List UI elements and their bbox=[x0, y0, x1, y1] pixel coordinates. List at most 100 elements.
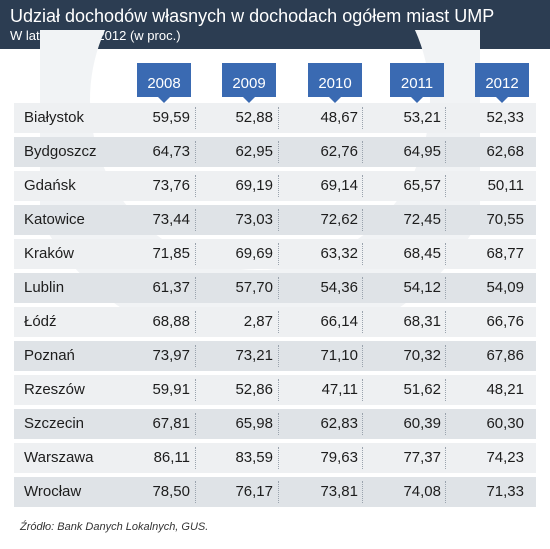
value-cell: 59,91 bbox=[152, 381, 190, 398]
column-separator bbox=[278, 243, 279, 265]
table-row: Lublin 61,37 57,70 54,36 54,12 54,09 bbox=[14, 273, 536, 303]
column-separator bbox=[362, 481, 363, 503]
value-cell: 2,87 bbox=[243, 313, 273, 330]
value-cell: 54,12 bbox=[403, 279, 441, 296]
column-separator bbox=[445, 277, 446, 299]
table-row: Łódź 68,88 2,87 66,14 68,31 66,76 bbox=[14, 307, 536, 337]
column-separator bbox=[445, 209, 446, 231]
column-separator bbox=[195, 175, 196, 197]
column-separator bbox=[278, 277, 279, 299]
data-table: Białystok 59,59 52,88 48,67 53,21 52,33 Bydgos… bbox=[14, 103, 536, 511]
value-cell: 48,21 bbox=[486, 381, 524, 398]
city-label: Łódź bbox=[24, 313, 57, 330]
value-cell: 47,11 bbox=[321, 381, 358, 398]
column-separator bbox=[278, 481, 279, 503]
value-cell: 60,30 bbox=[486, 415, 524, 432]
table-row: Szczecin 67,81 65,98 62,83 60,39 60,30 bbox=[14, 409, 536, 439]
city-label: Warszawa bbox=[24, 449, 94, 466]
column-separator bbox=[445, 345, 446, 367]
column-separator bbox=[445, 107, 446, 129]
column-separator bbox=[278, 413, 279, 435]
value-cell: 54,09 bbox=[486, 279, 524, 296]
table-row: Białystok 59,59 52,88 48,67 53,21 52,33 bbox=[14, 103, 536, 133]
column-separator bbox=[445, 141, 446, 163]
value-cell: 70,55 bbox=[486, 211, 524, 228]
column-separator bbox=[195, 481, 196, 503]
value-cell: 73,03 bbox=[235, 211, 273, 228]
value-cell: 67,81 bbox=[152, 415, 190, 432]
value-cell: 64,95 bbox=[403, 143, 441, 160]
column-separator bbox=[362, 311, 363, 333]
value-cell: 50,11 bbox=[487, 177, 524, 194]
city-label: Gdańsk bbox=[24, 177, 76, 194]
table-row: Poznań 73,97 73,21 71,10 70,32 67,86 bbox=[14, 341, 536, 371]
value-cell: 73,76 bbox=[152, 177, 190, 194]
value-cell: 72,45 bbox=[403, 211, 441, 228]
value-cell: 79,63 bbox=[320, 449, 358, 466]
column-separator bbox=[362, 107, 363, 129]
table-row: Warszawa 86,11 83,59 79,63 77,37 74,23 bbox=[14, 443, 536, 473]
table-row: Bydgoszcz 64,73 62,95 62,76 64,95 62,68 bbox=[14, 137, 536, 167]
city-label: Rzeszów bbox=[24, 381, 85, 398]
column-separator bbox=[195, 413, 196, 435]
column-separator bbox=[445, 481, 446, 503]
value-cell: 73,81 bbox=[320, 483, 358, 500]
column-separator bbox=[445, 175, 446, 197]
value-cell: 69,14 bbox=[320, 177, 358, 194]
column-separator bbox=[278, 379, 279, 401]
column-separator bbox=[195, 379, 196, 401]
value-cell: 68,45 bbox=[403, 245, 441, 262]
value-cell: 72,62 bbox=[320, 211, 358, 228]
value-cell: 62,76 bbox=[320, 143, 358, 160]
value-cell: 83,59 bbox=[235, 449, 273, 466]
column-separator bbox=[195, 243, 196, 265]
chart-title: Udział dochodów własnych w dochodach ogó… bbox=[10, 6, 495, 26]
value-cell: 71,33 bbox=[486, 483, 524, 500]
value-cell: 52,33 bbox=[486, 109, 524, 126]
value-cell: 57,70 bbox=[235, 279, 273, 296]
column-separator bbox=[445, 447, 446, 469]
column-separator bbox=[362, 345, 363, 367]
value-cell: 53,21 bbox=[403, 109, 441, 126]
value-cell: 65,98 bbox=[235, 415, 273, 432]
column-separator bbox=[195, 141, 196, 163]
source-note: Źródło: Bank Danych Lokalnych, GUS. bbox=[20, 521, 209, 533]
table-row: Kraków 71,85 69,69 63,32 68,45 68,77 bbox=[14, 239, 536, 269]
value-cell: 71,85 bbox=[152, 245, 190, 262]
year-header-4: 2012 bbox=[475, 63, 529, 103]
value-cell: 86,11 bbox=[153, 449, 190, 466]
city-label: Wrocław bbox=[24, 483, 82, 500]
column-separator bbox=[278, 107, 279, 129]
column-separator bbox=[195, 107, 196, 129]
value-cell: 66,76 bbox=[486, 313, 524, 330]
year-header-2: 2010 bbox=[308, 63, 362, 103]
column-separator bbox=[278, 141, 279, 163]
column-separator bbox=[195, 345, 196, 367]
value-cell: 69,69 bbox=[235, 245, 273, 262]
value-cell: 78,50 bbox=[152, 483, 190, 500]
value-cell: 63,32 bbox=[320, 245, 358, 262]
column-separator bbox=[278, 311, 279, 333]
value-cell: 76,17 bbox=[235, 483, 273, 500]
value-cell: 74,23 bbox=[486, 449, 524, 466]
value-cell: 61,37 bbox=[152, 279, 190, 296]
value-cell: 70,32 bbox=[403, 347, 441, 364]
column-separator bbox=[445, 413, 446, 435]
column-separator bbox=[362, 243, 363, 265]
value-cell: 52,88 bbox=[235, 109, 273, 126]
city-label: Kraków bbox=[24, 245, 75, 262]
column-separator bbox=[278, 447, 279, 469]
value-cell: 68,31 bbox=[403, 313, 441, 330]
value-cell: 48,67 bbox=[320, 109, 358, 126]
column-separator bbox=[445, 243, 446, 265]
value-cell: 62,95 bbox=[235, 143, 273, 160]
value-cell: 51,62 bbox=[403, 381, 441, 398]
column-separator bbox=[362, 141, 363, 163]
value-cell: 60,39 bbox=[403, 415, 441, 432]
value-cell: 74,08 bbox=[403, 483, 441, 500]
value-cell: 73,44 bbox=[152, 211, 190, 228]
column-separator bbox=[278, 345, 279, 367]
city-label: Lublin bbox=[24, 279, 65, 296]
table-row: Rzeszów 59,91 52,86 47,11 51,62 48,21 bbox=[14, 375, 536, 405]
value-cell: 66,14 bbox=[320, 313, 358, 330]
